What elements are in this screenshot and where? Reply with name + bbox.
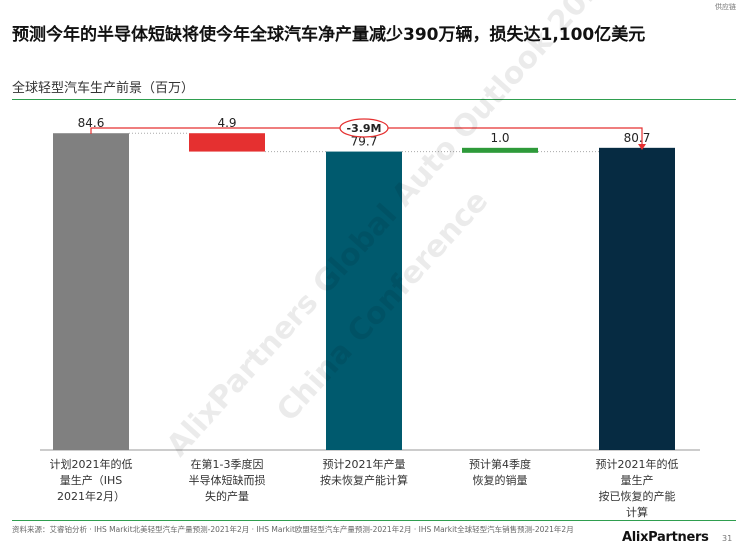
category-label-3-line-1: 预计2021年产量 bbox=[322, 458, 406, 471]
data-label-5: 80.7 bbox=[624, 131, 651, 145]
section-tag: 供应链 bbox=[715, 3, 736, 11]
category-label-2-line-1: 在第1-3季度因 bbox=[190, 458, 264, 471]
category-label-5: 预计2021年的低 量生产按已恢复的产能 计算 bbox=[577, 457, 697, 521]
bar-1 bbox=[53, 133, 129, 450]
bar-3 bbox=[326, 151, 402, 450]
category-label-1-line-3: 2021年2月） bbox=[57, 490, 125, 503]
category-label-4-line-2: 恢复的销量 bbox=[472, 474, 528, 487]
data-label-2: 4.9 bbox=[217, 116, 236, 130]
category-label-5-line-1: 预计2021年的低 bbox=[595, 458, 679, 471]
page-number: 31 bbox=[722, 534, 733, 543]
category-label-1-line-2: 量生产（IHS bbox=[59, 474, 123, 487]
category-label-2-line-3: 失的产量 bbox=[205, 490, 249, 503]
bar-5 bbox=[599, 147, 675, 450]
annotation-arrowhead bbox=[638, 144, 646, 150]
chart-subtitle: 全球轻型汽车生产前景（百万） bbox=[12, 81, 195, 96]
category-label-2: 在第1-3季度因 半导体短缺而损 失的产量 bbox=[167, 457, 287, 505]
annotation-label: -3.9M bbox=[347, 122, 382, 135]
source-note: 资料来源：艾睿铂分析 · IHS Markit北美轻型汽车产量预测-2021年2… bbox=[12, 525, 574, 534]
category-label-5-line-2: 量生产 bbox=[620, 474, 654, 487]
page-title: 预测今年的半导体短缺将使今年全球汽车净产量减少390万辆，损失达1,100亿美元 bbox=[12, 25, 646, 45]
category-label-5-line-4: 计算 bbox=[626, 506, 648, 519]
data-label-4: 1.0 bbox=[490, 131, 509, 145]
bar-2 bbox=[189, 133, 265, 152]
category-label-5-line-3: 按已恢复的产能 bbox=[598, 490, 676, 503]
category-label-1: 计划2021年的低 量生产（IHS 2021年2月） bbox=[31, 457, 151, 505]
data-label-3: 79.7 bbox=[351, 135, 378, 149]
category-label-4: 预计第4季度 恢复的销量 bbox=[440, 457, 560, 489]
category-label-2-line-2: 半导体短缺而损 bbox=[188, 474, 266, 487]
company-logo: AlixPartners bbox=[622, 530, 709, 545]
title-divider bbox=[12, 99, 736, 100]
footer-divider bbox=[12, 520, 736, 521]
category-label-4-line-1: 预计第4季度 bbox=[469, 458, 531, 471]
annotation-ellipse bbox=[339, 118, 389, 138]
data-label-1: 84.6 bbox=[78, 116, 105, 130]
category-label-3-line-2: 按未恢复产能计算 bbox=[320, 474, 408, 487]
category-label-3: 预计2021年产量 按未恢复产能计算 bbox=[304, 457, 424, 489]
bar-4 bbox=[462, 147, 538, 153]
category-label-1-line-1: 计划2021年的低 bbox=[49, 458, 133, 471]
